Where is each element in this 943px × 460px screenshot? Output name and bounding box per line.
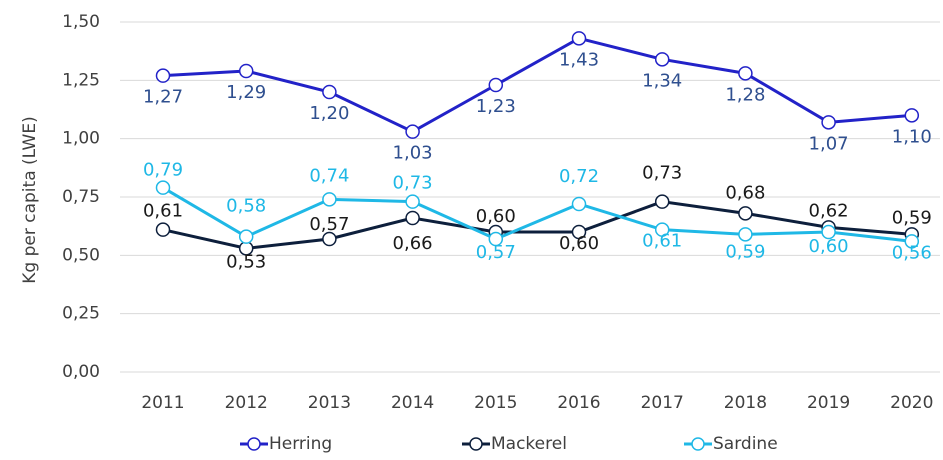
x-tick-label: 2017 <box>641 393 684 413</box>
point <box>155 68 171 83</box>
x-tick-label: 2012 <box>225 393 268 413</box>
data-label: 1,10 <box>892 126 932 147</box>
point <box>322 192 337 207</box>
point <box>738 66 753 81</box>
point <box>654 222 670 237</box>
data-label: 0,74 <box>309 165 349 186</box>
data-label: 0,58 <box>226 196 266 217</box>
series-line <box>162 36 912 134</box>
data-label: 0,59 <box>725 241 765 262</box>
x-tick-label: 2011 <box>141 393 184 413</box>
point <box>571 196 587 212</box>
y-tick-label: 1,25 <box>62 70 100 90</box>
point <box>238 63 254 79</box>
data-label: 0,73 <box>393 173 433 194</box>
legend-label: Sardine <box>713 434 778 454</box>
data-label: 0,79 <box>143 160 183 181</box>
data-label: 1,27 <box>143 87 183 108</box>
point <box>821 115 836 130</box>
data-label: 1,20 <box>309 103 349 124</box>
point <box>571 31 587 46</box>
point <box>155 180 171 195</box>
data-label: 0,60 <box>809 236 849 257</box>
point <box>322 231 337 247</box>
data-label: 1,29 <box>226 82 266 103</box>
y-tick-label: 0,75 <box>62 187 100 207</box>
x-tick-label: 2014 <box>391 393 434 413</box>
point <box>571 224 587 240</box>
data-label: 0,61 <box>642 231 682 252</box>
point <box>405 124 420 139</box>
y-axis-label: Kg per capita (LWE) <box>20 116 40 283</box>
point <box>488 231 504 247</box>
x-tick-label: 2015 <box>474 393 517 413</box>
point <box>738 206 753 221</box>
legend-label: Herring <box>269 434 332 454</box>
legend-marker <box>469 437 483 451</box>
point <box>654 52 670 67</box>
point <box>654 194 670 209</box>
x-tick-label: 2018 <box>724 393 767 413</box>
y-tick-label: 0,50 <box>62 245 100 265</box>
data-label: 1,03 <box>393 143 433 164</box>
point <box>821 224 836 240</box>
data-label: 0,57 <box>309 214 349 235</box>
point <box>904 108 920 123</box>
data-label: 0,72 <box>559 166 599 187</box>
legend-marker <box>247 437 261 451</box>
series-line <box>162 186 912 243</box>
x-tick-label: 2016 <box>557 393 600 413</box>
data-label: 0,68 <box>725 182 765 203</box>
series-line <box>162 200 912 250</box>
data-label: 1,43 <box>559 49 599 70</box>
data-label: 0,56 <box>892 242 932 263</box>
data-label: 1,23 <box>476 96 516 117</box>
point <box>155 222 171 237</box>
legend-marker <box>691 437 705 451</box>
data-label: 0,73 <box>642 163 682 184</box>
y-tick-label: 0,00 <box>62 362 100 382</box>
data-label: 1,07 <box>809 133 849 154</box>
data-label: 0,57 <box>476 242 516 263</box>
x-tick-label: 2019 <box>807 393 850 413</box>
data-label: 0,66 <box>393 233 433 254</box>
legend-label: Mackerel <box>491 434 567 454</box>
data-label: 1,34 <box>642 70 682 91</box>
data-label: 0,59 <box>892 207 932 228</box>
point <box>488 77 504 93</box>
data-label: 1,28 <box>725 84 765 105</box>
data-label: 0,53 <box>226 251 266 272</box>
x-tick-label: 2020 <box>890 393 933 413</box>
data-label: 0,62 <box>809 200 849 221</box>
point <box>405 194 420 209</box>
data-label: 0,61 <box>143 201 183 222</box>
y-tick-label: 1,00 <box>62 129 100 149</box>
point <box>405 210 420 226</box>
point <box>322 84 337 100</box>
x-tick-label: 2013 <box>308 393 351 413</box>
point <box>738 227 753 242</box>
data-label: 0,60 <box>559 233 599 254</box>
point <box>904 234 920 249</box>
y-tick-label: 1,50 <box>62 12 100 32</box>
data-label: 0,60 <box>476 206 516 227</box>
point <box>238 229 254 244</box>
y-tick-label: 0,25 <box>62 304 100 324</box>
